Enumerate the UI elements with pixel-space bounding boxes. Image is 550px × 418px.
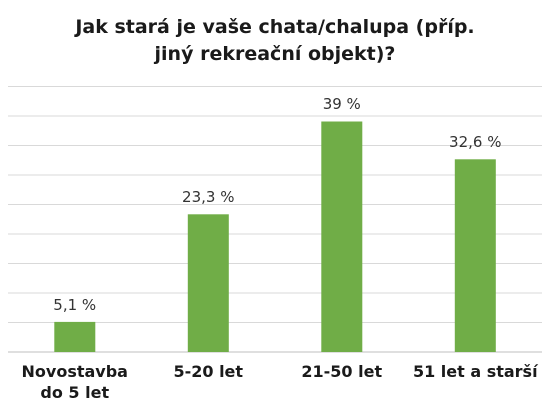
chart-title-line-2: jiný rekreační objekt)? (154, 43, 396, 65)
data-label: 32,6 % (449, 133, 502, 152)
bar (187, 214, 229, 352)
data-label: 23,3 % (182, 188, 235, 207)
bar (321, 121, 363, 352)
data-label: 5,1 % (53, 295, 97, 314)
x-tick-label: Novostavba do 5 let (21, 362, 128, 402)
x-tick-label: 51 let a starší (412, 362, 538, 381)
x-tick-label: 21-50 let (301, 362, 383, 381)
x-tick-label: 5-20 let (173, 362, 244, 381)
bar (454, 159, 496, 352)
chart-title: Jak stará je vaše chata/chalupa (příp. j… (0, 14, 550, 68)
chart-title-line-1: Jak stará je vaše chata/chalupa (příp. (75, 16, 475, 38)
data-label: 39 % (322, 95, 361, 114)
bar (54, 321, 96, 352)
